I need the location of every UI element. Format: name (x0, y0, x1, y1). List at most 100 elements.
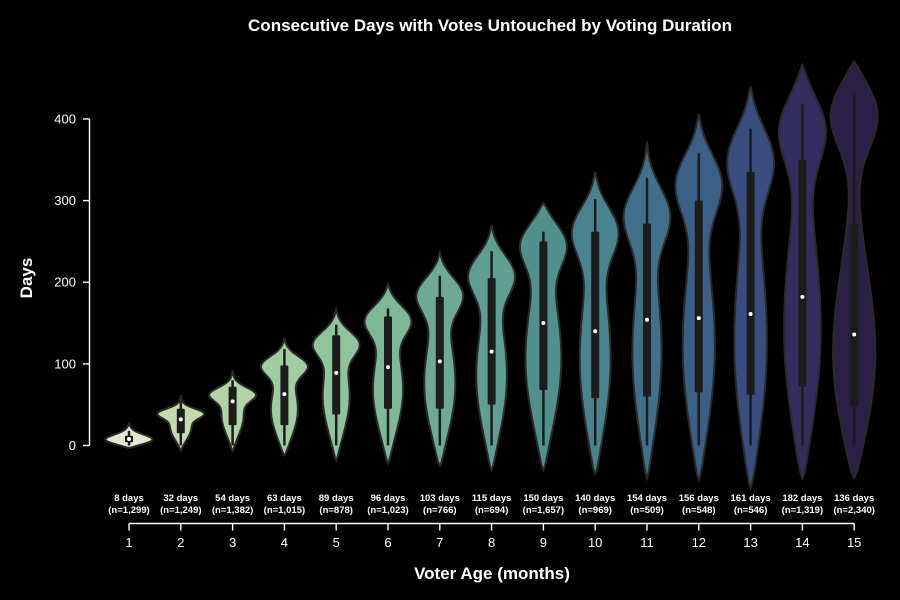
violin-month-14 (777, 62, 827, 482)
annotation-days: 150 days (523, 493, 563, 504)
violin-iqr-box (643, 223, 651, 397)
annotation-days: 54 days (215, 493, 250, 504)
y-tick-label: 300 (54, 193, 76, 208)
x-tick-label: 6 (384, 535, 391, 550)
violin-iqr-box (228, 386, 237, 426)
violin-month-12 (674, 113, 724, 484)
annotation-group: 8 days(n=1,299)32 days(n=1,249)54 days(n… (108, 493, 875, 516)
x-tick-label: 12 (692, 535, 706, 550)
annotation-days: 154 days (627, 493, 667, 504)
annotation-days: 140 days (575, 493, 615, 504)
annotation-days: 32 days (163, 493, 198, 504)
x-tick-label: 5 (333, 535, 340, 550)
violin-iqr-box (384, 316, 392, 409)
violin-month-1 (104, 422, 154, 449)
annotation-count: (n=509) (630, 505, 664, 516)
annotation-days: 96 days (371, 493, 406, 504)
annotation-days: 161 days (731, 493, 771, 504)
x-tick-label: 7 (436, 535, 443, 550)
annotation-days: 182 days (782, 493, 822, 504)
annotation-count: (n=1,249) (160, 505, 201, 516)
violin-iqr-box (487, 278, 496, 405)
annotation-count: (n=1,319) (782, 505, 823, 516)
annotation-days: 8 days (114, 493, 144, 504)
violin-median-dot (178, 417, 183, 422)
violin-median-dot (230, 399, 235, 404)
y-tick-label: 400 (54, 111, 76, 126)
y-axis-label: Days (17, 258, 36, 299)
violin-iqr-box (539, 241, 548, 390)
violin-median-dot (489, 349, 494, 354)
annotation-days: 156 days (679, 493, 719, 504)
violin-iqr-box (694, 200, 703, 393)
annotation-days: 115 days (472, 493, 512, 504)
violin-month-2 (156, 394, 206, 453)
x-tick-label: 13 (743, 535, 757, 550)
chart-title: Consecutive Days with Votes Untouched by… (248, 16, 732, 35)
violin-month-9 (518, 201, 568, 473)
y-tick-label: 0 (69, 438, 76, 453)
violin-iqr-box (591, 231, 600, 399)
annotation-days: 103 days (420, 493, 460, 504)
violin-month-8 (467, 224, 517, 473)
x-tick-label: 9 (540, 535, 547, 550)
violin-iqr-box (850, 223, 859, 407)
annotation-count: (n=1,299) (108, 505, 149, 516)
violin-median-dot (748, 312, 753, 317)
violin-iqr-box (746, 172, 755, 395)
x-tick-label: 1 (125, 535, 132, 550)
annotation-days: 63 days (267, 493, 302, 504)
x-tick-label: 4 (281, 535, 288, 550)
violin-group (104, 60, 879, 492)
violin-median-dot (541, 321, 546, 326)
violin-month-15 (829, 60, 879, 481)
violin-month-11 (622, 141, 672, 482)
violin-median-dot (593, 329, 598, 334)
annotation-count: (n=969) (578, 505, 612, 516)
x-tick-label: 3 (229, 535, 236, 550)
violin-median-dot (696, 316, 701, 321)
annotation-count: (n=2,340) (833, 505, 874, 516)
x-tick-label: 15 (847, 535, 861, 550)
x-tick-label: 11 (640, 535, 654, 550)
violin-month-5 (311, 305, 361, 463)
violin-iqr-box (435, 296, 444, 409)
annotation-count: (n=1,023) (367, 505, 408, 516)
violin-median-dot (386, 365, 390, 370)
violin-median-dot (282, 392, 287, 397)
violin-median-dot (437, 359, 442, 364)
annotation-count: (n=1,657) (523, 505, 564, 516)
x-axis: 1 2 3 4 5 6 7 8 9 10 11 12 13 14 15 (125, 522, 861, 550)
annotation-count: (n=1,015) (264, 505, 305, 516)
y-tick-label: 100 (54, 356, 76, 371)
x-tick-label: 8 (488, 535, 495, 550)
annotation-count: (n=548) (682, 505, 716, 516)
violin-iqr-box (332, 335, 341, 415)
x-tick-label: 2 (177, 535, 184, 550)
violin-median-dot (334, 370, 339, 375)
violin-median-dot (852, 332, 857, 337)
annotation-days: 89 days (319, 493, 354, 504)
violin-median-dot (127, 436, 131, 441)
annotation-days: 136 days (834, 493, 874, 504)
violin-month-10 (570, 171, 620, 477)
x-tick-label: 10 (588, 535, 602, 550)
violin-median-dot (645, 317, 649, 322)
violin-median-dot (800, 294, 805, 299)
annotation-count: (n=546) (734, 505, 768, 516)
violin-month-13 (726, 86, 776, 492)
y-tick-label: 200 (54, 275, 76, 290)
x-tick-label: 14 (795, 535, 809, 550)
violin-month-7 (415, 249, 465, 469)
annotation-count: (n=694) (475, 505, 509, 516)
violin-month-6 (363, 280, 413, 467)
violin-iqr-box (798, 159, 807, 387)
annotation-count: (n=878) (319, 505, 353, 516)
annotation-count: (n=766) (423, 505, 457, 516)
violin-month-3 (208, 370, 258, 454)
x-axis-label: Voter Age (months) (414, 564, 570, 583)
y-axis: 0 100 200 300 400 (54, 111, 91, 453)
violin-month-4 (259, 337, 309, 458)
annotation-count: (n=1,382) (212, 505, 253, 516)
